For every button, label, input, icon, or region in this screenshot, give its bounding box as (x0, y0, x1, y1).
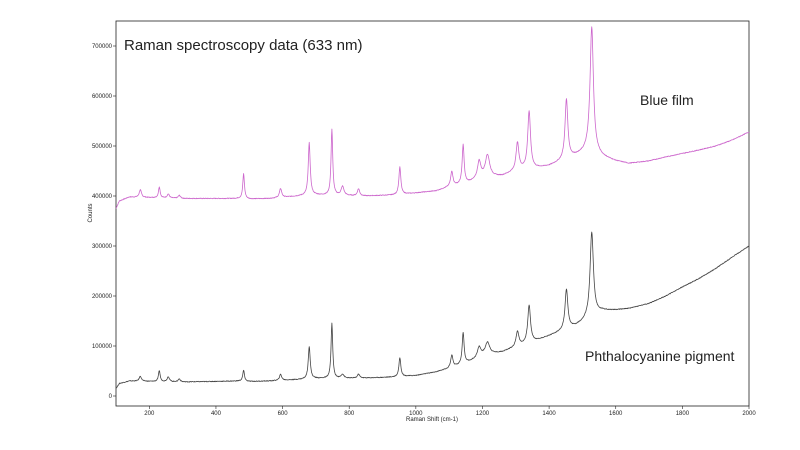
y-axis: 0 100000 200000 300000 400000 500000 600000 700… (92, 44, 116, 400)
y-tick-label: 100000 (92, 344, 113, 350)
x-tick-label: 400 (211, 411, 222, 417)
series-layer (115, 26, 750, 389)
chart-title: Raman spectroscopy data (633 nm) (124, 37, 362, 54)
series-line-phthalocyanine (115, 231, 750, 389)
y-tick-label: 600000 (92, 94, 113, 100)
y-axis-label: Counts (88, 203, 94, 222)
x-tick-label: 1200 (476, 411, 490, 417)
annotation-phthalocyanine: Phthalocyanine pigment (585, 348, 735, 364)
x-axis: 200 400 600 800 1000 1200 1400 1600 1800 2000 (144, 406, 756, 417)
y-tick-label: 500000 (92, 144, 113, 150)
x-tick-label: 800 (344, 411, 355, 417)
annotation-blue-film: Blue film (640, 92, 694, 108)
x-tick-label: 1000 (409, 411, 423, 417)
y-tick-label: 0 (109, 394, 113, 400)
x-tick-label: 200 (144, 411, 155, 417)
plot-area (115, 20, 750, 407)
x-tick-label: 1400 (542, 411, 556, 417)
y-tick-label: 300000 (92, 244, 113, 250)
y-tick-label: 400000 (92, 194, 113, 200)
series-line-blue-film (115, 26, 750, 209)
y-tick-label: 700000 (92, 44, 113, 50)
y-tick-label: 200000 (92, 294, 113, 300)
x-tick-label: 1800 (676, 411, 690, 417)
x-axis-label: Raman Shift (cm-1) (406, 417, 458, 423)
x-tick-label: 1600 (609, 411, 623, 417)
x-tick-label: 2000 (742, 411, 756, 417)
x-tick-label: 600 (278, 411, 289, 417)
